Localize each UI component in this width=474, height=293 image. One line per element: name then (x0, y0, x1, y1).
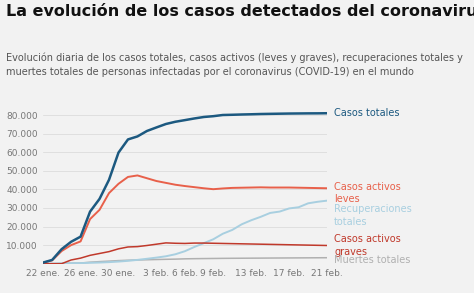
Text: Casos totales: Casos totales (334, 108, 400, 118)
Text: Recuperaciones
totales: Recuperaciones totales (334, 204, 412, 226)
Text: Casos activos
leves: Casos activos leves (334, 182, 401, 204)
Text: Muertes totales: Muertes totales (334, 255, 410, 265)
Text: Evolución diaria de los casos totales, casos activos (leves y graves), recuperac: Evolución diaria de los casos totales, c… (6, 53, 463, 77)
Text: La evolución de los casos detectados del coronavirus: La evolución de los casos detectados del… (6, 4, 474, 19)
Text: Casos activos
graves: Casos activos graves (334, 234, 401, 257)
